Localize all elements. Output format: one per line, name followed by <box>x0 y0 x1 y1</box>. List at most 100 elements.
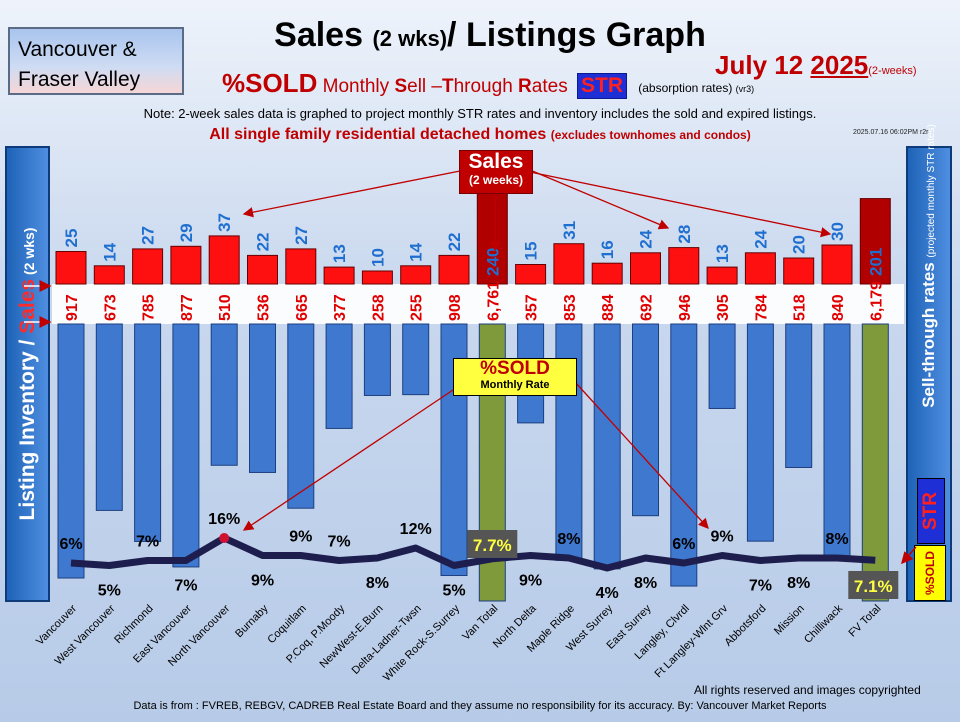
str-label: 6% <box>59 536 82 553</box>
total-pct-box <box>467 530 518 558</box>
str-label: 12% <box>400 521 432 538</box>
category-label: Abbotsford <box>722 603 768 649</box>
chart-subhead: All single family residential detached h… <box>0 126 960 144</box>
str-monthly: Monthly <box>317 76 395 97</box>
sales-label: 28 <box>675 225 694 244</box>
sales-arrow <box>529 171 832 238</box>
sales-bar <box>247 254 278 285</box>
title-main: Sales <box>274 16 373 54</box>
str-label: 7.7% <box>473 536 512 555</box>
str-label: 16% <box>208 511 240 528</box>
inventory-label: 884 <box>600 294 617 321</box>
sales-label: 16 <box>598 240 617 259</box>
timestamp: 2025.07.16 06:02PM r2r <box>853 129 929 136</box>
str-line <box>70 534 876 572</box>
str-note-text: (absorption rates) <box>638 81 733 95</box>
str-pct-sold: %SOLD <box>222 68 318 98</box>
str-label: 9% <box>251 573 274 590</box>
sales-label: 14 <box>100 242 119 261</box>
str-peak-marker <box>219 533 230 543</box>
inventory-label: 908 <box>447 294 464 321</box>
sales-bar <box>859 198 891 285</box>
title-rest: / Listings Graph <box>447 16 706 54</box>
inventory-bar <box>325 323 353 429</box>
sales-callout-sub: (2 weeks) <box>468 173 524 187</box>
str-label: 9% <box>289 529 312 546</box>
sales-arrow <box>529 169 670 230</box>
str-label: 5% <box>442 583 465 600</box>
sales-label: 25 <box>62 229 81 248</box>
inventory-bar <box>861 323 889 602</box>
str-subtitle: %SOLD Monthly Sell –Through Rates STR (a… <box>222 68 754 99</box>
sales-callout: Sales (2 weeks) <box>459 150 533 194</box>
sales-bar <box>591 262 623 285</box>
str-label: 7% <box>749 578 772 595</box>
sales-bar <box>744 252 776 285</box>
sold-callout: %SOLD Monthly Rate <box>453 358 577 396</box>
inventory-bar <box>785 323 813 468</box>
sales-label: 22 <box>445 232 464 251</box>
str-ell: ell – <box>407 76 442 97</box>
inventory-bar <box>95 323 123 511</box>
sales-label: 20 <box>790 235 809 254</box>
str-label: 8% <box>366 575 389 592</box>
inventory-label: 510 <box>217 294 234 321</box>
category-label: Delta-Ladner-Twsn <box>350 603 424 677</box>
inventory-label-band <box>52 284 904 324</box>
category-label: Van Total <box>460 603 500 643</box>
sales-bar <box>553 243 585 285</box>
sold-callout-sub: Monthly Rate <box>480 379 550 391</box>
inventory-bar <box>823 323 851 558</box>
sales-bar <box>706 266 738 285</box>
sales-label: 22 <box>254 232 273 251</box>
sales-bar <box>170 245 202 285</box>
str-label: 6% <box>672 536 695 553</box>
inventory-bar <box>402 323 430 396</box>
sales-bar <box>208 235 240 285</box>
inventory-label: 536 <box>256 294 273 321</box>
sales-label: 27 <box>139 226 158 245</box>
sales-label: 24 <box>751 229 770 248</box>
inventory-label: 692 <box>639 294 656 321</box>
sold-arrow <box>242 387 457 531</box>
date-small: (2-weeks) <box>868 65 917 77</box>
str-label: 8% <box>787 575 810 592</box>
inventory-label: 6,761 <box>485 281 502 321</box>
left-axis-panel: Listing Inventory / Sales (2 wks) <box>5 146 50 602</box>
inventory-label: 357 <box>524 294 541 321</box>
category-label: Mission <box>772 603 807 638</box>
inventory-label: 258 <box>370 294 387 321</box>
str-r: R <box>518 76 532 97</box>
sales-bar <box>668 247 700 285</box>
sales-arrow <box>242 169 466 218</box>
report-date: July 12 2025(2-weeks) <box>715 50 917 81</box>
str-side-badge: STR <box>917 478 945 544</box>
sales-label: 29 <box>177 223 196 242</box>
sales-bar <box>630 252 661 285</box>
inventory-label: 518 <box>792 294 809 321</box>
sales-label: 15 <box>522 242 541 261</box>
str-label: 9% <box>519 573 542 590</box>
inventory-bar <box>363 323 391 396</box>
inventory-bar <box>134 323 162 542</box>
str-label: 7% <box>136 534 159 551</box>
str-label: 7% <box>328 534 351 551</box>
sales-bar <box>93 265 125 285</box>
sales-bar <box>438 254 470 285</box>
inventory-label: 665 <box>294 294 311 321</box>
inventory-bar <box>249 323 276 473</box>
sold-side-badge: %SOLD <box>914 545 946 601</box>
total-pct-box <box>848 571 899 599</box>
sales-bar <box>476 181 508 285</box>
region-line-2: Fraser Valley <box>18 68 141 91</box>
str-hrough: hrough <box>453 76 519 97</box>
sales-label: 10 <box>368 248 387 267</box>
sold-arrow <box>574 381 709 529</box>
subhead-main: All single family residential detached h… <box>209 126 547 143</box>
category-label: Burnaby <box>233 602 271 640</box>
date-text: July 12 <box>715 50 811 80</box>
inventory-bar <box>287 323 315 509</box>
inventory-label: 784 <box>753 294 770 321</box>
sales-bar <box>285 248 317 285</box>
